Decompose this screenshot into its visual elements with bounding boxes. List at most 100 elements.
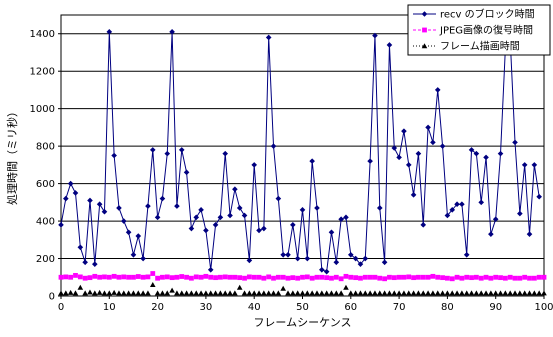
- data-point: [531, 275, 537, 281]
- data-point: [237, 275, 243, 281]
- data-point: [440, 275, 445, 281]
- data-point: [154, 290, 161, 296]
- data-point: [149, 147, 156, 153]
- data-point: [299, 290, 306, 296]
- data-point: [77, 284, 84, 290]
- data-point: [102, 274, 107, 280]
- data-point: [512, 290, 518, 296]
- data-point: [333, 259, 340, 266]
- data-point: [120, 218, 127, 224]
- data-point: [256, 290, 262, 296]
- data-point: [507, 290, 513, 296]
- data-point: [304, 255, 311, 262]
- data-point: [323, 290, 330, 296]
- data-point: [58, 290, 64, 296]
- data-point: [357, 261, 364, 267]
- data-point: [372, 32, 378, 39]
- data-point: [154, 214, 161, 221]
- data-point: [478, 275, 484, 281]
- data-point: [358, 275, 363, 281]
- data-point: [483, 154, 489, 161]
- y-axis-title: 処理時間（ミリ秒）: [5, 106, 19, 205]
- data-point: [212, 290, 219, 296]
- data-point: [111, 289, 117, 295]
- data-point: [353, 275, 359, 281]
- data-point: [130, 251, 137, 258]
- x-tick-label: 30: [200, 302, 213, 313]
- data-point: [217, 214, 224, 221]
- data-point: [391, 275, 397, 281]
- data-point: [541, 274, 547, 280]
- data-point: [473, 290, 480, 296]
- data-point: [352, 290, 359, 296]
- data-point: [372, 290, 378, 296]
- data-point: [483, 290, 489, 296]
- data-point: [120, 290, 127, 296]
- data-point: [178, 147, 185, 153]
- data-point: [512, 139, 518, 146]
- data-point: [439, 143, 446, 149]
- data-point: [507, 274, 513, 280]
- data-point: [290, 222, 296, 228]
- data-point: [188, 290, 195, 296]
- data-point: [135, 274, 141, 279]
- x-tick-label: 40: [248, 302, 261, 313]
- data-point: [77, 274, 83, 280]
- data-point: [517, 290, 523, 296]
- data-point: [396, 154, 402, 161]
- data-point: [63, 274, 69, 280]
- data-point: [449, 207, 456, 213]
- data-point: [67, 180, 74, 187]
- y-tick-label: 400: [36, 217, 55, 228]
- data-point: [422, 27, 427, 33]
- data-point: [348, 251, 354, 258]
- data-point: [314, 290, 320, 296]
- data-point: [92, 290, 98, 296]
- data-point: [265, 290, 272, 296]
- data-point: [232, 186, 238, 193]
- data-point: [362, 255, 369, 262]
- data-point: [324, 275, 330, 281]
- data-point: [193, 274, 199, 280]
- data-point: [319, 290, 325, 296]
- data-point: [478, 199, 485, 206]
- data-point: [111, 273, 117, 279]
- data-point: [241, 290, 248, 296]
- data-point: [435, 274, 441, 280]
- data-point: [463, 251, 470, 258]
- data-point: [261, 275, 267, 281]
- data-point: [299, 207, 306, 213]
- data-point: [290, 290, 296, 296]
- data-point: [367, 158, 373, 164]
- data-point: [348, 290, 354, 296]
- y-tick-label: 200: [36, 254, 55, 265]
- data-point: [135, 290, 142, 296]
- data-point: [445, 275, 450, 281]
- data-point: [217, 290, 224, 296]
- data-point: [150, 271, 156, 276]
- data-point: [265, 34, 272, 41]
- data-point: [382, 276, 388, 282]
- data-point: [468, 290, 475, 296]
- data-point: [521, 290, 528, 296]
- y-tick-label: 600: [36, 179, 55, 190]
- data-point: [541, 290, 547, 296]
- data-point: [401, 274, 407, 280]
- data-point: [396, 290, 402, 296]
- data-point: [261, 225, 267, 232]
- data-point: [377, 275, 383, 281]
- data-point: [198, 207, 204, 213]
- data-point: [174, 290, 180, 296]
- data-point: [492, 290, 499, 296]
- data-point: [434, 87, 441, 93]
- data-point: [106, 29, 113, 35]
- data-point: [348, 274, 354, 280]
- data-point: [459, 290, 465, 296]
- data-point: [401, 128, 407, 134]
- data-point: [396, 274, 402, 280]
- data-point: [222, 274, 228, 280]
- data-point: [106, 290, 113, 296]
- data-point: [271, 275, 276, 281]
- data-point: [420, 222, 427, 228]
